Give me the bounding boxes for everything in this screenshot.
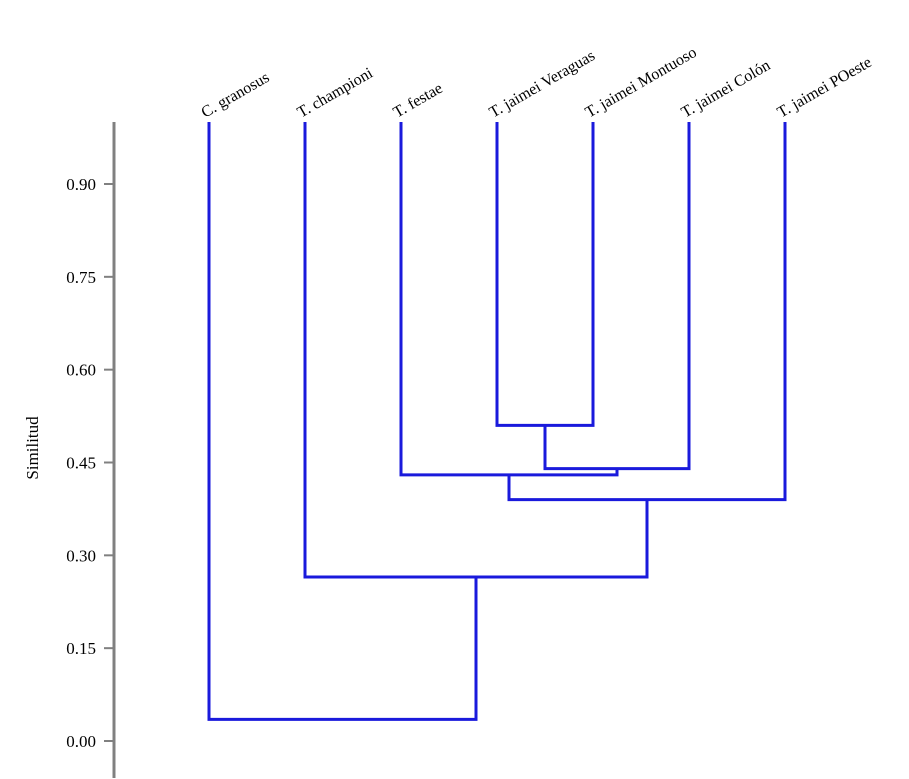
- y-tick-label: 0.00: [66, 732, 96, 751]
- leaf-label: T. championi: [295, 64, 377, 121]
- dendrogram-merge: [507, 122, 787, 502]
- dendrogram-merge: [207, 122, 478, 721]
- dendrogram-merge: [543, 122, 691, 471]
- leaf-labels: C. granosus T. championi T. festae T. jaime…: [199, 44, 875, 121]
- leaf-label: T. festae: [391, 80, 446, 122]
- leaf-label: T. jaimei Colón: [679, 57, 774, 122]
- dendrogram-links: [207, 122, 787, 721]
- y-axis: 0.00 0.15 0.30 0.45 0.60 0.75 0.90: [66, 122, 116, 778]
- leaf-label: T. jaimei Veraguas: [487, 47, 598, 121]
- y-tick-label: 0.45: [66, 453, 96, 472]
- y-tick-label: 0.75: [66, 268, 96, 287]
- y-tick-label: 0.60: [66, 361, 96, 380]
- dendrogram-merge: [303, 122, 649, 579]
- y-tick-label: 0.90: [66, 175, 96, 194]
- dendrogram-merge: [399, 122, 619, 477]
- y-tick-label: 0.30: [66, 546, 96, 565]
- dendrogram-merge: [495, 122, 595, 427]
- leaf-label: T. jaimei POeste: [775, 54, 875, 122]
- leaf-label: C. granosus: [199, 69, 273, 122]
- y-tick-label: 0.15: [66, 639, 96, 658]
- y-axis-label: Similitud: [23, 416, 42, 480]
